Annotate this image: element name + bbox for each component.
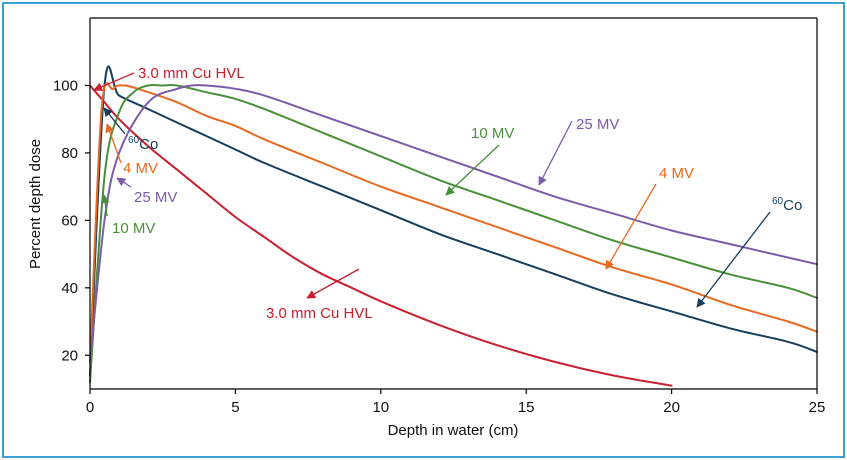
series-line-10-mv: [89, 83, 818, 384]
annotation-label-3-0-mm-cu-hvl: 3.0 mm Cu HVL: [138, 65, 245, 82]
series-line-25-mv: [89, 84, 818, 363]
annotation-label-4-mv: 4 MV: [123, 160, 158, 177]
annotation-arrow-25-mv: [116, 177, 132, 188]
annotation-label-60co: 60Co: [772, 196, 802, 214]
annotation-label-25-mv: 25 MV: [576, 116, 619, 133]
annotation-label-10-mv: 10 MV: [112, 220, 155, 237]
annotation-label-25-mv: 25 MV: [134, 189, 177, 206]
tick-layer: 0 5 10 15 20 25 20 40 60 80 100: [53, 77, 825, 416]
x-tick-label: 5: [231, 399, 239, 416]
x-tick-label: 15: [518, 399, 535, 416]
y-axis-label: Percent depth dose: [27, 139, 44, 269]
annotation-arrow-10-mv: [445, 144, 500, 196]
annotation-superscript: 60: [128, 135, 140, 146]
x-axis-label: Depth in water (cm): [388, 422, 519, 439]
annotation-label-10-mv: 10 MV: [471, 125, 514, 142]
y-tick-label: 100: [53, 77, 78, 94]
series-line-3-0-mm-cu-hvl: [89, 84, 673, 387]
annotation-arrow-60co: [103, 107, 126, 135]
y-tick-label: 20: [61, 347, 78, 364]
x-tick-label: 20: [663, 399, 680, 416]
annotation-arrow-4-mv: [605, 183, 657, 270]
annotation-arrow-60co: [696, 211, 771, 308]
annotation-base-text: Co: [139, 136, 158, 153]
annotation-arrow-3-0-mm-cu-hvl: [93, 72, 135, 91]
annotation-label-60co: 60Co: [128, 135, 158, 153]
x-tick-label: 25: [809, 399, 826, 416]
annotation-superscript: 60: [772, 196, 784, 207]
x-tick-label: 10: [372, 399, 389, 416]
annotation-arrow-10-mv: [100, 194, 110, 217]
percent-depth-dose-chart: 0 5 10 15 20 25 20 40 60 80 100 Depth in water (cm…: [27, 17, 825, 439]
x-tick-label: 0: [86, 399, 94, 416]
annotation-label-4-mv: 4 MV: [659, 165, 694, 182]
y-tick-label: 60: [61, 212, 78, 229]
annotation-label-3-0-mm-cu-hvl: 3.0 mm Cu HVL: [266, 305, 373, 322]
annotation-base-text: Co: [783, 197, 802, 214]
y-tick-label: 40: [61, 280, 78, 297]
axes-layer: [89, 17, 818, 390]
y-tick-label: 80: [61, 145, 78, 162]
annotation-arrow-3-0-mm-cu-hvl: [306, 268, 360, 299]
series-line-4-mv: [89, 82, 818, 363]
annotation-arrow-25-mv: [538, 120, 573, 186]
curve-layer: [89, 65, 818, 387]
series-line-60co: [89, 65, 818, 377]
annotation-arrow-4-mv: [105, 123, 122, 164]
